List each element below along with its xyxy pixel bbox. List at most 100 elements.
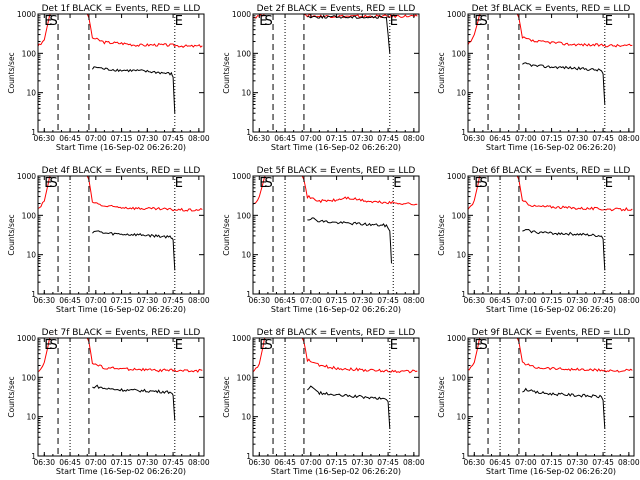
y-tick-label: 1000: [232, 10, 251, 19]
marker-s: S: [479, 14, 487, 29]
x-tick-label: 06:45: [274, 134, 296, 143]
panel-title: Det 8f BLACK = Events, RED = LLD: [257, 328, 416, 338]
x-tick-label: 07:45: [162, 458, 184, 467]
x-axis-label: Start Time (16-Sep-02 06:26:20): [56, 143, 186, 152]
x-axis-label: Start Time (16-Sep-02 06:26:20): [486, 467, 616, 476]
series-events: [307, 385, 391, 429]
x-tick-label: 08:00: [188, 458, 210, 467]
x-axis-label: Start Time (16-Sep-02 06:26:20): [271, 305, 401, 314]
x-tick-label: 07:45: [377, 134, 399, 143]
series-events: [91, 66, 176, 114]
x-tick-label: 07:45: [377, 458, 399, 467]
marker-e: E: [605, 176, 613, 191]
x-tick-label: 07:00: [85, 134, 107, 143]
x-tick-label: 06:45: [274, 458, 296, 467]
panel-title: Det 1f BLACK = Events, RED = LLD: [42, 4, 201, 14]
y-tick-label: 1: [461, 128, 466, 137]
y-tick-label: 1: [246, 128, 251, 137]
panel-title: Det 4f BLACK = Events, RED = LLD: [42, 166, 201, 176]
x-tick-label: 06:30: [463, 458, 485, 467]
plot-frame: [252, 13, 420, 133]
plot-frame: [37, 13, 205, 133]
x-tick-label: 07:30: [352, 458, 374, 467]
x-tick-label: 07:00: [515, 296, 537, 305]
panel-title: Det 5f BLACK = Events, RED = LLD: [257, 166, 416, 176]
x-tick-label: 07:45: [162, 296, 184, 305]
x-tick-label: 08:00: [618, 134, 640, 143]
x-tick-label: 08:00: [403, 458, 425, 467]
marker-s: S: [264, 176, 272, 191]
y-tick-label: 1: [461, 452, 466, 461]
marker-e: E: [474, 14, 482, 29]
plot-area: [253, 338, 418, 429]
y-axis-label: Counts/sec: [7, 214, 16, 255]
x-tick-label: 07:45: [592, 296, 614, 305]
x-tick-label: 07:00: [515, 134, 537, 143]
x-tick-label: 08:00: [403, 296, 425, 305]
x-tick-label: 07:15: [111, 296, 133, 305]
x-tick-label: 07:30: [137, 296, 159, 305]
plot-frame: [467, 337, 635, 457]
marker-e: E: [605, 338, 613, 353]
y-tick-label: 1: [31, 128, 36, 137]
y-tick-label: 10: [456, 89, 466, 98]
series-events: [307, 217, 392, 264]
y-axis-label: Counts/sec: [437, 52, 446, 93]
marker-e: E: [259, 14, 267, 29]
x-tick-label: 07:15: [541, 134, 563, 143]
x-axis-label: Start Time (16-Sep-02 06:26:20): [56, 305, 186, 314]
y-axis-label: Counts/sec: [222, 214, 231, 255]
panel-title: Det 2f BLACK = Events, RED = LLD: [257, 4, 416, 14]
x-tick-label: 06:45: [489, 458, 511, 467]
plot-area: [253, 176, 418, 264]
y-tick-label: 1000: [232, 172, 251, 181]
y-tick-label: 1: [461, 290, 466, 299]
series-lld: [38, 14, 203, 48]
marker-e: E: [605, 14, 613, 29]
x-tick-label: 07:30: [137, 134, 159, 143]
x-tick-label: 07:15: [541, 296, 563, 305]
marker-s: S: [49, 176, 57, 191]
series-lld: [253, 338, 418, 374]
x-tick-label: 07:30: [567, 134, 589, 143]
x-tick-label: 07:45: [377, 296, 399, 305]
plot-frame: [252, 337, 420, 457]
x-tick-label: 07:30: [352, 134, 374, 143]
x-tick-label: 06:45: [59, 458, 81, 467]
y-tick-label: 1000: [17, 334, 36, 343]
x-tick-label: 07:15: [111, 458, 133, 467]
x-tick-label: 08:00: [188, 296, 210, 305]
x-tick-label: 07:00: [85, 458, 107, 467]
marker-e: E: [259, 338, 267, 353]
marker-s: S: [479, 176, 487, 191]
x-axis-label: Start Time (16-Sep-02 06:26:20): [271, 143, 401, 152]
marker-e: E: [393, 176, 401, 191]
y-tick-label: 100: [237, 373, 252, 382]
series-events: [522, 228, 606, 271]
marker-s: S: [264, 14, 272, 29]
x-tick-label: 06:30: [463, 134, 485, 143]
plot-frame: [467, 175, 635, 295]
x-tick-label: 07:30: [137, 458, 159, 467]
plot-area: [468, 338, 633, 429]
y-tick-label: 10: [26, 413, 36, 422]
marker-e: E: [44, 338, 52, 353]
x-tick-label: 07:45: [592, 458, 614, 467]
series-lld: [468, 14, 633, 48]
x-axis-label: Start Time (16-Sep-02 06:26:20): [486, 143, 616, 152]
marker-e: E: [390, 338, 398, 353]
y-tick-label: 100: [452, 373, 467, 382]
y-tick-label: 10: [241, 251, 251, 260]
y-tick-label: 100: [22, 49, 37, 58]
y-tick-label: 100: [452, 49, 467, 58]
marker-e: E: [175, 14, 183, 29]
series-events: [307, 14, 391, 54]
y-tick-label: 1000: [17, 10, 36, 19]
y-tick-label: 10: [26, 251, 36, 260]
